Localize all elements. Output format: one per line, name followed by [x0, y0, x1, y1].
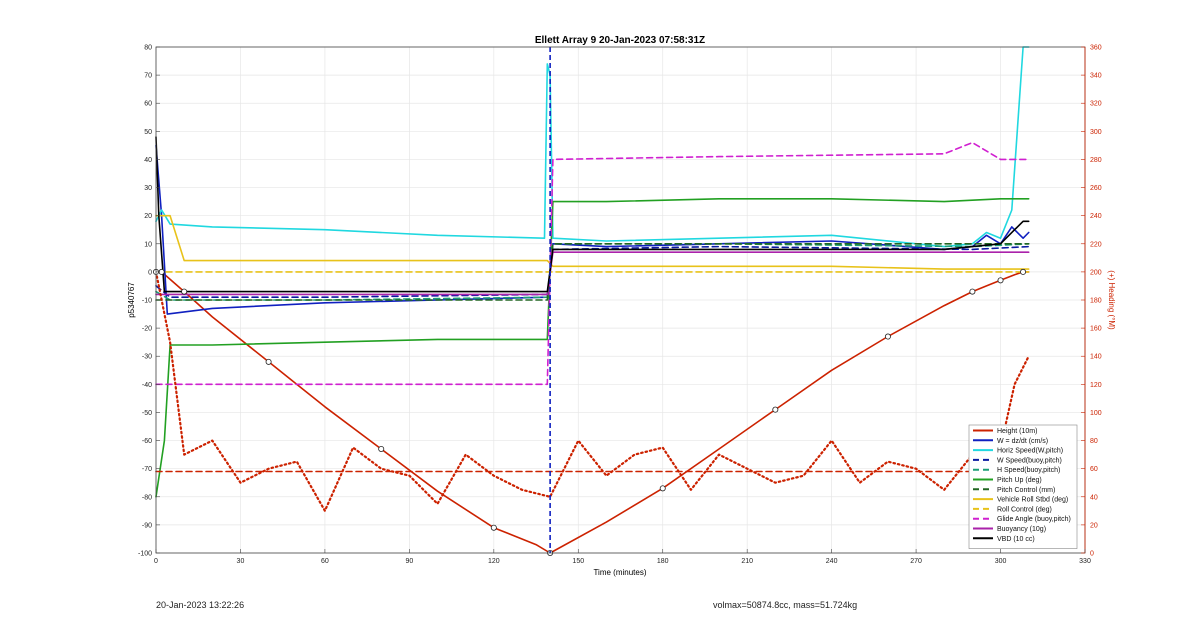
- height-marker: [659, 485, 666, 492]
- chart-title: Ellett Array 9 20-Jan-2023 07:58:31Z: [535, 35, 705, 46]
- y-tick-label: 80: [144, 45, 152, 52]
- series-line-w-dz-dt-cm-s: [155, 144, 1030, 315]
- height-marker: [265, 358, 272, 365]
- legend-label: W Speed(buoy,pitch): [997, 457, 1062, 464]
- y2-tick-label: 40: [1090, 494, 1098, 501]
- y-tick-label: -70: [142, 466, 152, 473]
- series-line-w-speed-buoy-pitch: [155, 245, 1030, 299]
- height-marker: [378, 445, 385, 452]
- legend-label: Buoyancy (10g): [997, 526, 1046, 533]
- legend-label: Pitch Up (deg): [997, 477, 1042, 484]
- y2-tick-label: 180: [1090, 298, 1102, 305]
- y-tick-label: 50: [144, 129, 152, 136]
- y2-tick-label: 280: [1090, 157, 1102, 164]
- legend-label: W = dz/dt (cm/s): [997, 438, 1048, 445]
- height-marker: [884, 333, 891, 340]
- y-tick-label: -60: [142, 438, 152, 445]
- y-tick-label: 10: [144, 241, 152, 248]
- series-line-buoyancy-10g: [155, 251, 1030, 296]
- y2-tick-label: 120: [1090, 382, 1102, 389]
- series-line-pitch-control-mm: [155, 243, 1030, 301]
- series-layer: [152, 46, 1030, 557]
- y2-axis-label: (+) Heading (°M): [1107, 270, 1116, 330]
- series-line-vehicle-roll-stbd-deg: [155, 214, 1030, 270]
- y2-tick-label: 320: [1090, 101, 1102, 108]
- y-tick-label: 30: [144, 185, 152, 192]
- footer-info: volmax=50874.8cc, mass=51.724kg: [713, 600, 858, 610]
- legend: Height (10m) W = dz/dt (cm/s) Horiz Speed(…: [968, 424, 1078, 549]
- legend-label: Horiz Speed(W,pitch): [997, 448, 1063, 455]
- height-marker: [772, 406, 779, 413]
- y-tick-label: 0: [148, 269, 152, 276]
- series-line-vbd-10-cc: [155, 136, 1030, 293]
- x-axis-label: Time (minutes): [593, 568, 646, 577]
- x-tick-label: 240: [826, 558, 838, 565]
- y-axis-label: p5340767: [127, 282, 136, 318]
- y2-tick-label: 160: [1090, 326, 1102, 333]
- y2-tick-label: 60: [1090, 466, 1098, 473]
- legend-label: Pitch Control (mm): [997, 487, 1055, 494]
- legend-label: Height (10m): [997, 428, 1037, 435]
- x-tick-label: 30: [237, 558, 245, 565]
- y-tick-label: 70: [144, 73, 152, 80]
- series-line-glide-angle-buoy-pitch: [155, 141, 1030, 386]
- axes: 0 30 60 90 120 150 180 210 240 270 300 330-100-90-8…: [138, 45, 1102, 566]
- height-marker: [997, 277, 1004, 284]
- y-tick-label: 40: [144, 157, 152, 164]
- series-line-height-10m: [155, 271, 1030, 554]
- footer-date: 20-Jan-2023 13:22:26: [156, 600, 245, 610]
- x-tick-label: 0: [154, 558, 158, 565]
- x-tick-label: 270: [910, 558, 922, 565]
- y-tick-label: -20: [142, 326, 152, 333]
- series-line-heading-m: [154, 270, 1030, 512]
- height-marker: [490, 524, 497, 531]
- series-line-horiz-speed-w-pitch: [155, 46, 1030, 248]
- y-tick-label: 60: [144, 101, 152, 108]
- legend-label: Vehicle Roll Stbd (deg): [997, 497, 1068, 504]
- y-tick-label: -50: [142, 410, 152, 417]
- y2-tick-label: 140: [1090, 354, 1102, 361]
- y-tick-label: -90: [142, 522, 152, 529]
- x-tick-label: 150: [572, 558, 584, 565]
- height-marker: [969, 288, 976, 295]
- y2-tick-label: 20: [1090, 522, 1098, 529]
- height-marker: [1020, 268, 1027, 275]
- y2-tick-label: 0: [1090, 551, 1094, 558]
- y-tick-label: -30: [142, 354, 152, 361]
- y2-tick-label: 100: [1090, 410, 1102, 417]
- legend-label: Glide Angle (buoy,pitch): [997, 516, 1071, 523]
- legend-label: VBD (10 cc): [997, 536, 1035, 543]
- y-tick-label: -40: [142, 382, 152, 389]
- y2-tick-label: 80: [1090, 438, 1098, 445]
- x-tick-label: 60: [321, 558, 329, 565]
- x-tick-label: 300: [995, 558, 1007, 565]
- y-tick-label: -10: [142, 298, 152, 305]
- y-tick-label: -100: [138, 551, 152, 558]
- y-tick-label: -80: [142, 494, 152, 501]
- y2-tick-label: 360: [1090, 45, 1102, 52]
- y2-tick-label: 240: [1090, 213, 1102, 220]
- x-tick-label: 90: [405, 558, 413, 565]
- y2-tick-label: 220: [1090, 241, 1102, 248]
- y2-tick-label: 260: [1090, 185, 1102, 192]
- y2-tick-label: 300: [1090, 129, 1102, 136]
- x-tick-label: 330: [1079, 558, 1091, 565]
- y2-tick-label: 200: [1090, 269, 1102, 276]
- y-tick-label: 20: [144, 213, 152, 220]
- legend-label: H Speed(buoy,pitch): [997, 467, 1060, 474]
- x-tick-label: 120: [488, 558, 500, 565]
- height-marker: [181, 288, 188, 295]
- x-tick-label: 180: [657, 558, 669, 565]
- x-tick-label: 210: [741, 558, 753, 565]
- legend-label: Roll Control (deg): [997, 506, 1052, 513]
- y2-tick-label: 340: [1090, 73, 1102, 80]
